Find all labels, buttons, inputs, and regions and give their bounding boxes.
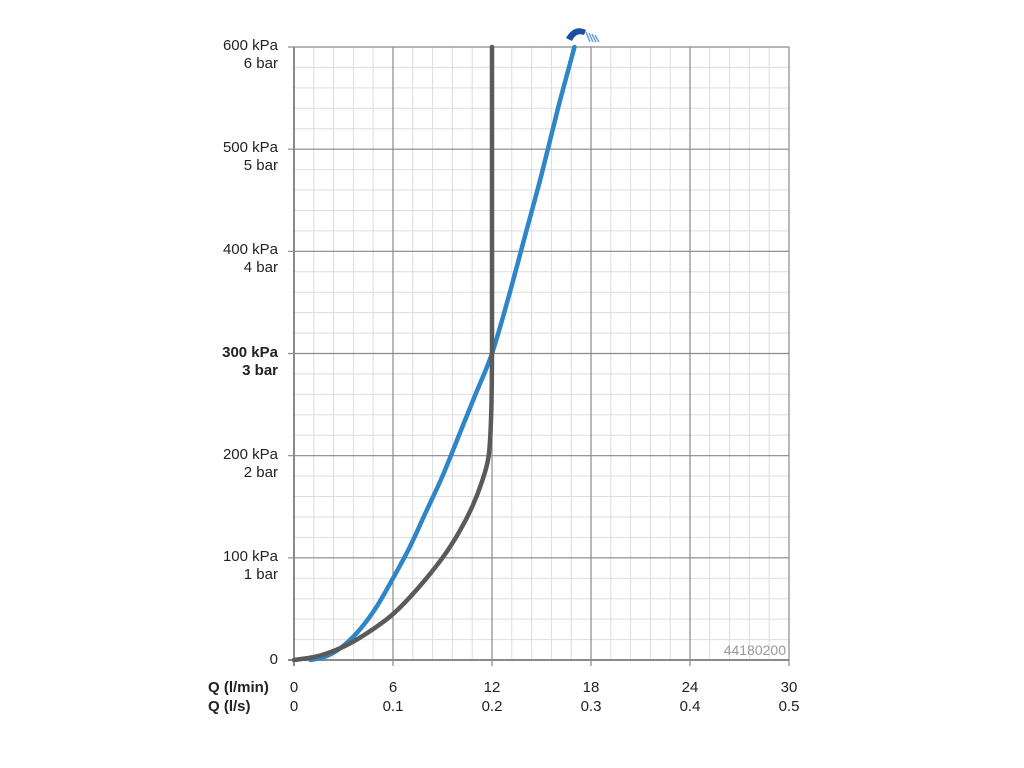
shower-head-icon	[566, 28, 600, 43]
series-line-1	[291, 44, 495, 663]
x-tick-label: 0	[289, 679, 299, 696]
x-tick-label-2: 0.3	[580, 698, 602, 715]
y-tick-label: 300 kPa 3 bar	[222, 343, 278, 379]
y-tick-label: 100 kPa 1 bar	[222, 547, 278, 583]
x-tick-label: 18	[582, 679, 600, 696]
y-tick-label: 600 kPa 6 bar	[222, 37, 278, 72]
y-tick-label: 400 kPa 4 bar	[222, 241, 278, 277]
x-tick-label-2: 0.5	[778, 698, 800, 715]
x-tick-label-2: 0.4	[679, 698, 701, 715]
y-tick-label: 0	[269, 651, 278, 668]
series-line-0	[308, 44, 577, 663]
x-tick-label-2: 0	[289, 698, 299, 715]
x-tick-label: 12	[483, 679, 501, 696]
y-tick-label: 200 kPa 2 bar	[222, 445, 278, 481]
x-axis-title-2: Q (l/s)	[208, 698, 251, 715]
x-tick-label-2: 0.2	[481, 698, 503, 715]
x-tick-label: 30	[780, 679, 798, 696]
x-tick-label: 6	[388, 679, 398, 696]
y-tick-label: 500 kPa 5 bar	[222, 139, 278, 175]
watermark: 44180200	[724, 642, 787, 658]
x-tick-label: 24	[681, 679, 699, 696]
x-tick-label-2: 0.1	[382, 698, 404, 715]
x-axis-title: Q (l/min)	[208, 679, 269, 696]
